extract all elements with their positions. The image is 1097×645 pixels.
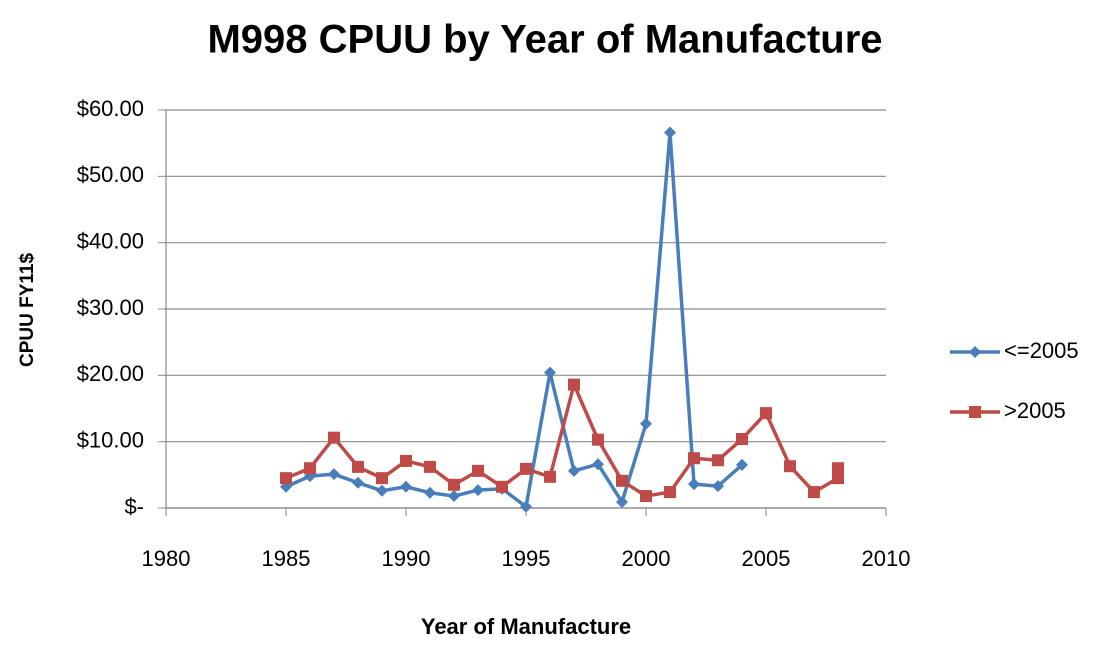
marker bbox=[328, 468, 340, 481]
marker bbox=[592, 433, 604, 446]
marker bbox=[448, 490, 460, 503]
marker bbox=[736, 458, 748, 471]
marker bbox=[969, 406, 981, 418]
marker bbox=[328, 431, 340, 444]
marker bbox=[969, 346, 981, 358]
marker bbox=[376, 472, 388, 485]
x-tick-label: 1980 bbox=[142, 546, 191, 571]
marker bbox=[448, 478, 460, 491]
marker bbox=[424, 486, 436, 499]
marker bbox=[304, 462, 316, 475]
marker bbox=[712, 480, 724, 493]
y-tick-label: $10.00 bbox=[77, 427, 144, 452]
x-axis-label: Year of Manufacture bbox=[421, 614, 631, 639]
marker bbox=[688, 452, 700, 465]
marker bbox=[832, 472, 844, 485]
y-tick-label: $40.00 bbox=[77, 228, 144, 253]
marker bbox=[568, 378, 580, 391]
marker bbox=[640, 417, 652, 430]
marker bbox=[472, 484, 484, 497]
marker bbox=[568, 464, 580, 477]
y-tick-label: $30.00 bbox=[77, 295, 144, 320]
marker bbox=[520, 500, 532, 513]
x-tick-label: 2010 bbox=[862, 546, 911, 571]
marker bbox=[832, 462, 844, 475]
marker bbox=[544, 470, 556, 483]
series-line bbox=[285, 130, 744, 509]
x-tick-label: 1985 bbox=[262, 546, 311, 571]
marker bbox=[352, 476, 364, 489]
x-tick-label: 2005 bbox=[742, 546, 791, 571]
marker bbox=[544, 366, 556, 379]
x-tick-label: 1995 bbox=[502, 546, 551, 571]
marker bbox=[712, 454, 724, 467]
marker bbox=[760, 407, 772, 420]
marker bbox=[640, 490, 652, 503]
y-axis-label: CPUU FY11$ bbox=[17, 253, 38, 367]
marker bbox=[496, 480, 508, 493]
y-tick-label: $- bbox=[124, 494, 144, 519]
marker bbox=[736, 433, 748, 446]
x-tick-label: 2000 bbox=[622, 546, 671, 571]
marker bbox=[592, 458, 604, 471]
marker bbox=[400, 454, 412, 467]
marker bbox=[784, 460, 796, 473]
marker bbox=[808, 486, 820, 499]
marker bbox=[616, 474, 628, 487]
marker bbox=[520, 462, 532, 475]
x-tick-label: 1990 bbox=[382, 546, 431, 571]
marker bbox=[472, 464, 484, 477]
y-tick-label: $50.00 bbox=[77, 162, 144, 187]
marker bbox=[376, 484, 388, 497]
marker bbox=[664, 126, 676, 139]
marker bbox=[688, 478, 700, 491]
marker bbox=[616, 496, 628, 509]
y-tick-label: $60.00 bbox=[77, 96, 144, 121]
marker bbox=[424, 460, 436, 473]
marker bbox=[400, 480, 412, 493]
legend-label: >2005 bbox=[1004, 398, 1066, 423]
chart-title: M998 CPUU by Year of Manufacture bbox=[207, 18, 882, 62]
marker bbox=[280, 472, 292, 485]
y-tick-label: $20.00 bbox=[77, 361, 144, 386]
legend-label: <=2005 bbox=[1004, 338, 1079, 363]
series-line bbox=[285, 382, 840, 498]
marker bbox=[352, 460, 364, 473]
marker bbox=[664, 486, 676, 499]
